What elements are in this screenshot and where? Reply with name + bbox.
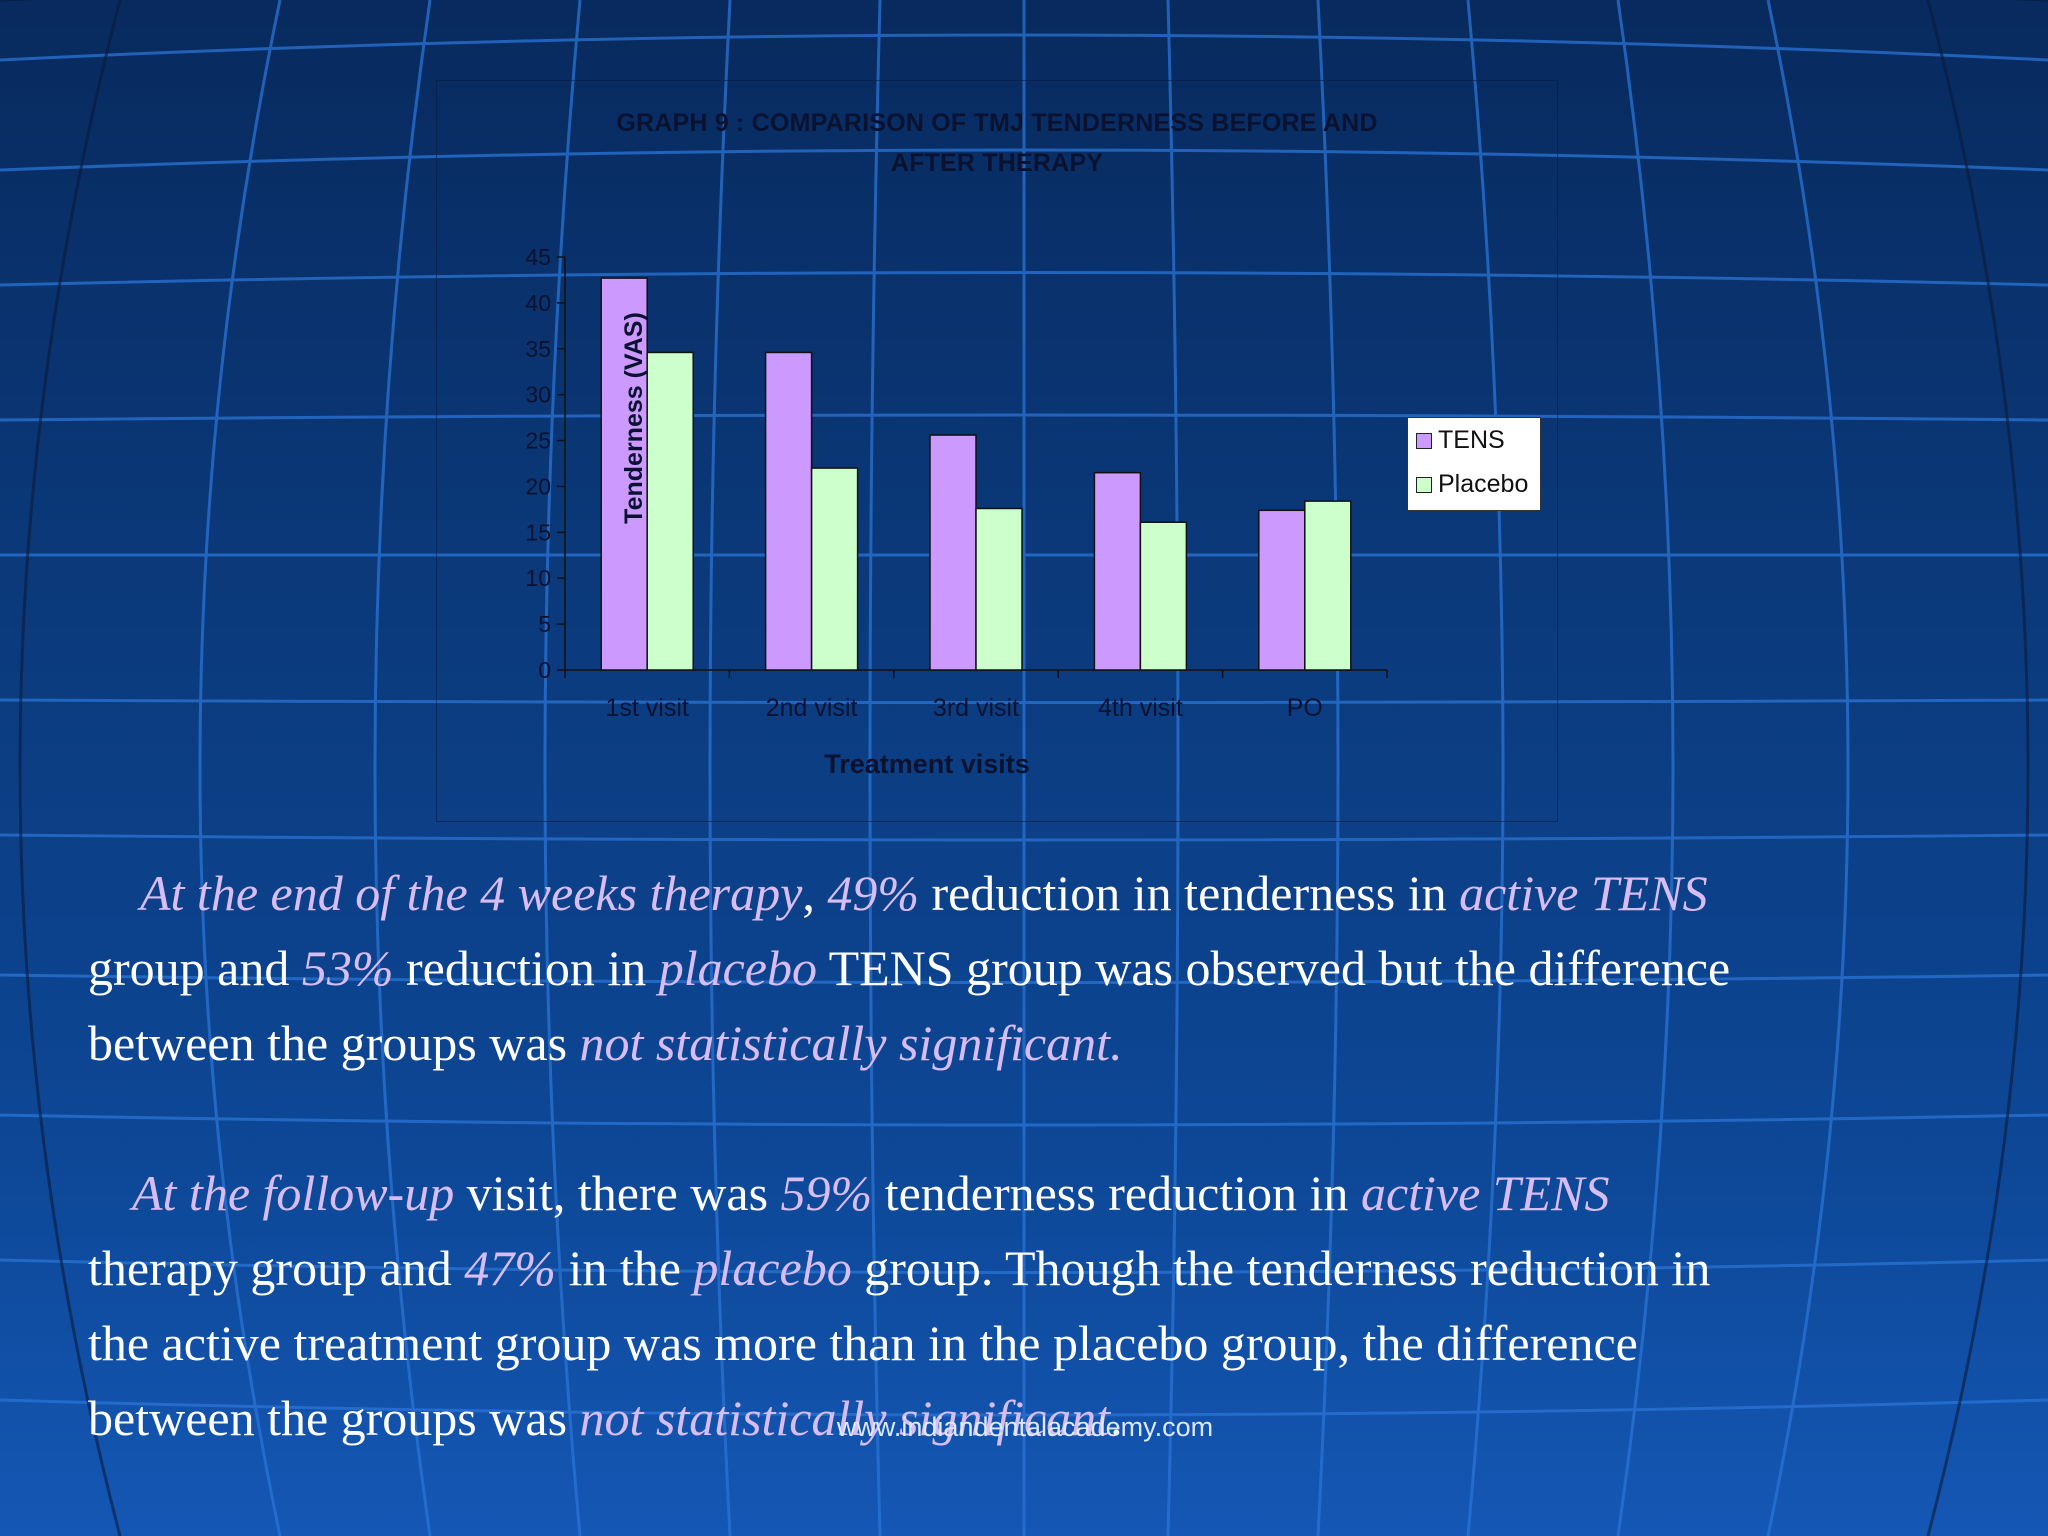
bar-tens-1: [600, 277, 648, 671]
x-tick-label: PO: [1287, 694, 1323, 722]
y-tick-label: 5: [538, 611, 551, 637]
body-text: reduction in tenderness in: [918, 865, 1460, 921]
bar-placebo-4: [1139, 521, 1188, 671]
body-text: group and: [88, 940, 302, 996]
body-text: visit, there was: [454, 1165, 781, 1221]
chart-legend: TENS Placebo: [1407, 417, 1541, 511]
body-text: therapy group and: [88, 1240, 465, 1296]
x-tick-label: 4th visit: [1098, 694, 1183, 722]
y-tick-label: 30: [525, 382, 551, 408]
para2-line2: therapy group and 47% in the placebo gro…: [88, 1231, 1988, 1306]
bar-placebo-3: [975, 507, 1023, 671]
legend-label-placebo: Placebo: [1438, 470, 1529, 498]
legend-item-placebo: Placebo: [1416, 470, 1528, 499]
highlight-text: 47%: [464, 1240, 556, 1296]
y-tick-label: 15: [525, 519, 551, 545]
para2-line3: the active treatment group was more than…: [88, 1306, 1988, 1381]
chart-title-line-2: AFTER THERAPY: [890, 149, 1104, 177]
highlight-text: not statistically significant.: [579, 1015, 1123, 1071]
legend-swatch-placebo: [1416, 476, 1432, 493]
body-text: group. Though the tenderness reduction i…: [851, 1240, 1711, 1296]
x-tick-label: 1st visit: [606, 694, 689, 722]
x-tick-label: 2nd visit: [766, 694, 858, 722]
para1-line1: At the end of the 4 weeks therapy, 49% r…: [88, 856, 1988, 931]
watermark-url: www.indiandentalacademy.com: [836, 1412, 1214, 1442]
body-text: tenderness reduction in: [872, 1165, 1361, 1221]
bar-tens-4: [1093, 471, 1142, 671]
y-tick-label: 0: [538, 657, 551, 683]
highlight-text: 49%: [827, 865, 919, 921]
body-text: the active treatment group was more than…: [88, 1315, 1638, 1371]
para1-line3: between the groups was not statistically…: [88, 1006, 1988, 1081]
highlight-text: At the follow-up: [132, 1165, 455, 1221]
highlight-text: placebo: [658, 940, 817, 996]
para2-line4: between the groups was not statistically…: [88, 1381, 1988, 1456]
bar-tens-3: [929, 434, 977, 671]
y-tick-label: 35: [525, 336, 551, 362]
body-text: in the: [555, 1240, 694, 1296]
highlight-text: not statistically significant: [579, 1390, 1111, 1446]
bar-tens-2: [764, 351, 813, 671]
chart-title-line-1: GRAPH 9 : COMPARISON OF TMJ TENDERNESS B…: [616, 109, 1378, 137]
highlight-text: 59%: [780, 1165, 873, 1221]
bar-placebo-5: [1304, 500, 1352, 671]
y-tick-label: 10: [525, 565, 551, 591]
body-text: .: [1110, 1390, 1123, 1446]
x-axis-label: Treatment visits: [824, 749, 1030, 779]
y-tick-label: 20: [525, 473, 551, 499]
y-axis-label: Tenderness (VAS): [620, 312, 648, 524]
bar-chart: 0 5 10 15 20 25 30 35 40 45 1st visit 2nd visit 3rd …: [525, 244, 1388, 722]
highlight-text: active TENS: [1459, 865, 1708, 921]
y-tick-label: 45: [525, 244, 551, 270]
summary-paragraph-1: At the end of the 4 weeks therapy, 49% r…: [88, 856, 1988, 1081]
body-text: between the groups was: [88, 1015, 580, 1071]
y-tick-label: 25: [525, 428, 551, 454]
highlight-text: 53%: [301, 940, 394, 996]
legend-label-tens: TENS: [1438, 426, 1505, 454]
para1-line2: group and 53% reduction in placebo TENS …: [88, 931, 1988, 1006]
body-text: between the groups was: [88, 1390, 580, 1446]
highlight-text: active TENS: [1360, 1165, 1610, 1221]
legend-item-tens: TENS: [1416, 426, 1505, 455]
y-tick-label: 40: [525, 290, 551, 316]
chart-area: 0 5 10 15 20 25 30 35 40 45 1st visit 2nd visit 3rd …: [436, 80, 1558, 822]
bar-tens-5: [1258, 509, 1306, 671]
body-text: reduction in: [393, 940, 659, 996]
body-text: ,: [802, 865, 828, 921]
body-text: TENS group was observed but the differen…: [817, 940, 1731, 996]
para2-line1: At the follow-up visit, there was 59% te…: [88, 1156, 1988, 1231]
legend-swatch-tens: [1416, 432, 1432, 449]
highlight-text: At the end of the 4 weeks therapy: [140, 865, 803, 921]
x-tick-label: 3rd visit: [933, 694, 1019, 722]
bar-placebo-1: [646, 351, 694, 671]
bar-placebo-2: [810, 467, 859, 671]
summary-paragraph-2: At the follow-up visit, there was 59% te…: [88, 1156, 1988, 1456]
highlight-text: placebo: [693, 1240, 852, 1296]
